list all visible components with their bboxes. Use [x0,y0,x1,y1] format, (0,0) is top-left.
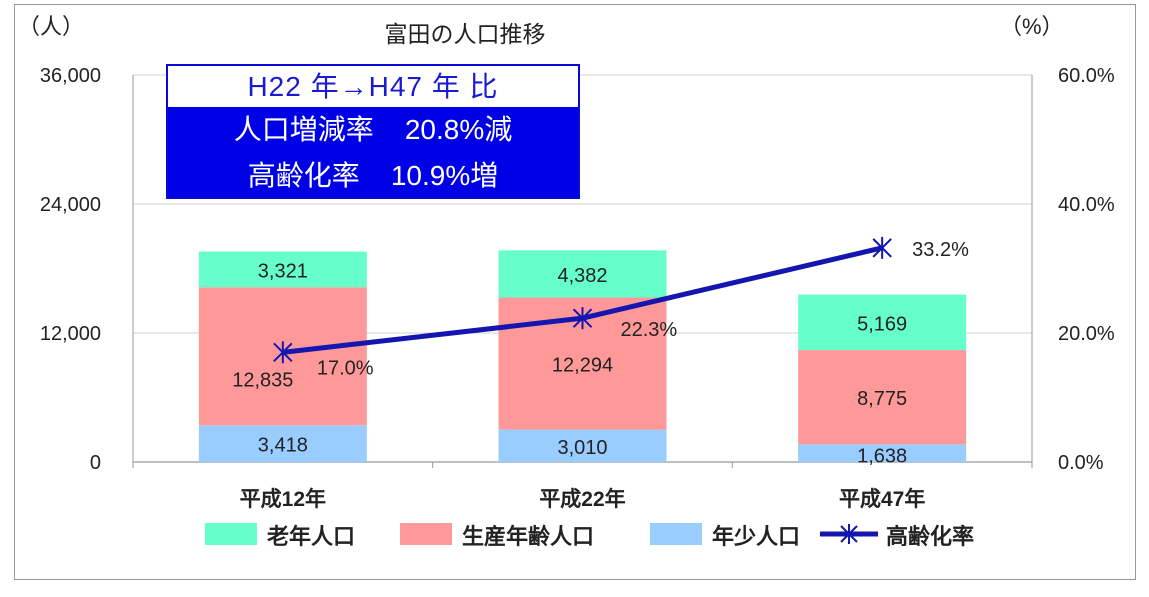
line-data-label: 33.2% [912,239,969,261]
bar-segment [798,350,967,445]
line-data-label: 17.0% [317,357,374,379]
bar-data-label: 3,321 [258,260,308,282]
y-right-tick-label: 20.0% [1058,323,1115,345]
legend-swatch [400,523,452,545]
bar-segment [798,444,967,462]
x-tick-label: 平成22年 [539,487,625,511]
legend-swatch [650,523,702,545]
stacked-bars [198,250,967,462]
legend-label: 老年人口 [266,524,355,549]
y-right-tick-label: 0.0% [1058,452,1104,474]
x-tick-label: 平成47年 [839,487,925,511]
bar-data-label: 4,382 [557,265,607,287]
y-right-tick-label: 40.0% [1058,194,1115,216]
legend-label: 年少人口 [712,524,800,549]
callout-population-change: 人口増減率 20.8%減 [233,114,513,145]
callout-title: H22 年→H47 年 比 [247,71,499,102]
y-right-unit: （%） [1000,14,1064,39]
bar-segment [798,294,967,351]
line-marker [273,341,293,364]
bar-segment [498,250,667,298]
callout-aging-change: 高齢化率 10.9%増 [247,160,499,191]
legend-item: 生産年齢人口 [400,523,594,549]
chart-title: 富田の人口推移 [385,21,546,47]
y-left-tick-label: 24,000 [40,194,101,216]
legend: 老年人口 生産年齢人口 年少人口 高齢化率 [205,523,974,549]
legend-item: 老年人口 [205,523,355,549]
legend-item: 年少人口 [650,523,800,549]
bar-data-label: 5,169 [857,313,907,335]
comparison-callout: H22 年→H47 年 比 人口増減率 20.8%減 高齢化率 10.9%増 [166,64,580,199]
callout-body: 人口増減率 20.8%減 高齢化率 10.9%増 [168,107,578,197]
data-labels: 3,418 12,835 3,321 3,010 12,294 4,382 1,638 8,7… [232,239,969,468]
legend-item: 高齢化率 [820,524,974,549]
bar-data-label: 12,294 [552,355,613,377]
aging-rate-line [273,236,892,364]
line-marker [572,307,593,330]
legend-label: 高齢化率 [886,524,974,549]
y-left-tick-label: 36,000 [40,65,101,87]
line-marker [872,236,892,259]
bar-data-label: 12,835 [232,369,293,391]
bar-data-label: 3,010 [557,437,607,459]
y-left-unit: （人） [18,14,84,39]
y-left-tick-label: 0 [90,452,101,474]
legend-label: 生産年齢人口 [462,524,594,549]
bar-segment [198,251,367,288]
bar-segment [498,429,667,462]
bar-segment [198,425,367,462]
bar-data-label: 1,638 [857,445,907,467]
line-data-label: 22.3% [621,319,678,341]
legend-swatch [205,523,257,545]
axes: 36,000 60.0% 24,000 40.0% 12,000 20.0% 0 0.0% 平成… [40,65,1115,511]
bar-data-label: 8,775 [857,388,907,410]
bar-data-label: 3,418 [258,435,308,457]
y-right-tick-label: 60.0% [1058,65,1115,87]
y-left-tick-label: 12,000 [40,323,101,345]
x-tick-label: 平成12年 [240,487,326,511]
